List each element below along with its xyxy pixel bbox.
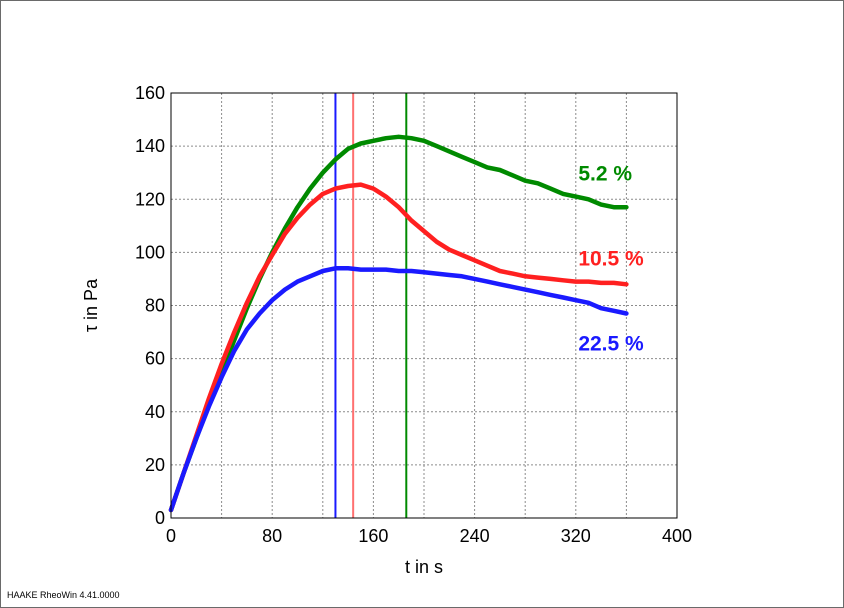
series-annotations: 5.2 % 10.5 % 22.5 %	[578, 163, 644, 356]
x-tick-label: 0	[166, 526, 176, 546]
series-lines	[168, 134, 629, 513]
y-tick-label: 0	[155, 508, 165, 528]
y-tick-label: 40	[145, 402, 165, 422]
vertical-markers	[334, 93, 408, 518]
software-version-footer: HAAKE RheoWin 4.41.0000	[7, 590, 120, 600]
y-tick-label: 100	[135, 242, 165, 262]
y-axis-label: τ in Pa	[81, 278, 101, 332]
series-annotation-label: 22.5 %	[578, 333, 644, 356]
grid-lines	[171, 93, 677, 518]
series-annotation-label: 10.5 %	[578, 248, 644, 271]
y-tick-labels: 0 20 40 60 80 100 120 140 160	[135, 83, 165, 528]
y-tick-label: 80	[145, 296, 165, 316]
x-tick-label: 160	[358, 526, 388, 546]
x-tick-label: 240	[460, 526, 490, 546]
series-line	[168, 182, 629, 513]
y-tick-label: 140	[135, 136, 165, 156]
x-tick-label: 320	[561, 526, 591, 546]
y-tick-label: 160	[135, 83, 165, 103]
y-tick-label: 120	[135, 189, 165, 209]
series-line	[168, 266, 629, 513]
plot-border	[170, 92, 678, 519]
x-axis-label: t in s	[405, 557, 443, 577]
x-tick-label: 80	[262, 526, 282, 546]
y-tick-label: 60	[145, 349, 165, 369]
y-tick-label: 20	[145, 455, 165, 475]
series-annotation-label: 5.2 %	[578, 163, 632, 186]
x-tick-labels: 0 80 160 240 320 400	[166, 526, 692, 546]
x-tick-label: 400	[662, 526, 692, 546]
